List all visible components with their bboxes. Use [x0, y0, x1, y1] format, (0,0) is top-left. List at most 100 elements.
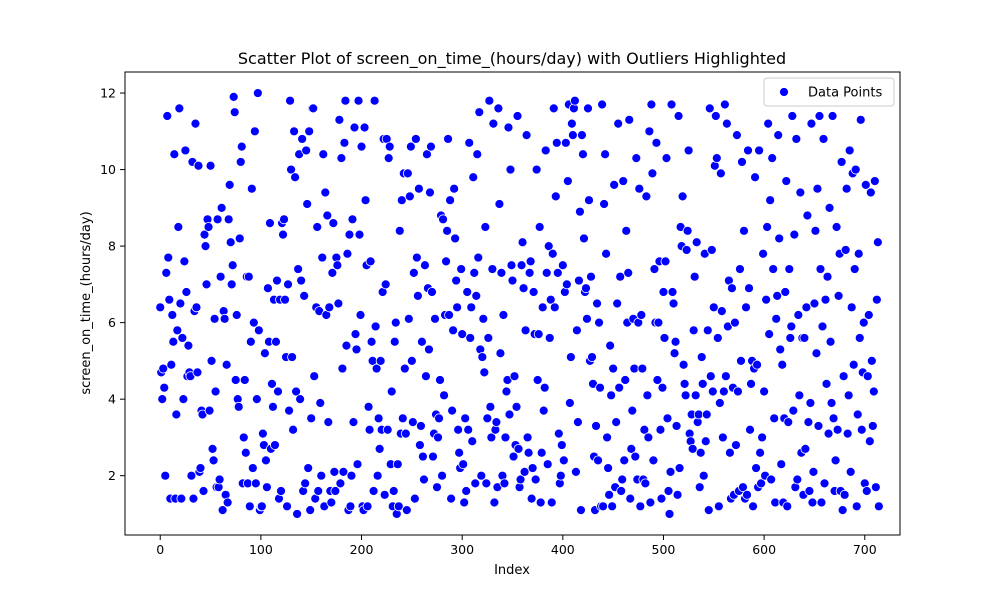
data-point — [286, 164, 296, 175]
data-point — [489, 497, 500, 508]
data-point — [472, 149, 483, 160]
data-point — [652, 375, 663, 385]
data-point — [517, 237, 528, 248]
data-point — [858, 317, 869, 328]
data-point — [169, 149, 180, 160]
data-point — [200, 241, 211, 252]
y-tick-label: 6 — [108, 315, 116, 330]
data-point — [235, 157, 246, 167]
data-point — [217, 505, 228, 516]
data-point — [295, 394, 306, 405]
data-point — [448, 325, 459, 336]
data-point — [262, 482, 272, 493]
data-point — [540, 145, 551, 156]
data-point — [192, 367, 203, 378]
data-point — [359, 122, 370, 133]
data-point — [198, 486, 209, 496]
data-point — [792, 474, 803, 485]
data-point — [346, 470, 357, 481]
data-point — [206, 355, 217, 366]
data-point — [821, 378, 832, 389]
data-point — [871, 294, 882, 305]
data-point — [635, 501, 646, 512]
data-point — [566, 118, 577, 129]
data-point — [718, 386, 729, 397]
data-point — [625, 493, 636, 504]
data-point — [795, 187, 806, 198]
data-point — [664, 509, 675, 519]
data-point — [823, 428, 834, 439]
data-point — [483, 333, 494, 343]
data-point — [491, 417, 502, 428]
data-point — [173, 222, 184, 232]
data-point — [468, 172, 479, 183]
data-point — [856, 424, 867, 435]
data-point — [561, 279, 572, 290]
data-point — [780, 287, 791, 297]
data-point — [353, 95, 364, 106]
data-point — [720, 371, 731, 382]
data-point — [372, 470, 383, 481]
data-point — [612, 298, 623, 309]
data-point — [435, 375, 445, 385]
data-point — [598, 501, 608, 512]
data-point — [160, 470, 171, 481]
data-point — [574, 275, 584, 286]
data-point — [390, 317, 401, 328]
data-point — [508, 451, 519, 462]
data-point — [682, 225, 693, 236]
data-point — [571, 466, 581, 477]
data-point — [210, 386, 221, 397]
data-point — [690, 390, 701, 401]
data-point — [721, 118, 732, 129]
data-point — [484, 95, 495, 106]
data-point — [332, 260, 343, 271]
data-point — [188, 493, 199, 504]
data-point — [493, 103, 504, 114]
data-point — [384, 141, 395, 152]
data-point — [441, 256, 451, 267]
data-point — [247, 463, 258, 473]
data-point — [506, 260, 517, 271]
data-point — [177, 333, 188, 343]
data-point — [291, 386, 302, 397]
data-point — [512, 111, 523, 121]
data-point — [863, 310, 874, 320]
data-point — [503, 122, 514, 133]
data-point — [549, 302, 560, 313]
data-point — [661, 153, 672, 164]
data-point — [575, 206, 585, 217]
data-point — [355, 310, 366, 320]
data-point — [737, 157, 747, 167]
data-point — [696, 352, 707, 362]
data-point — [267, 378, 277, 389]
data-point — [609, 179, 620, 190]
data-point — [805, 398, 816, 408]
data-point — [770, 497, 781, 508]
data-point — [411, 252, 422, 263]
data-point — [867, 421, 878, 431]
data-point — [207, 443, 218, 454]
data-point — [803, 417, 814, 428]
data-point — [688, 325, 699, 336]
data-point — [730, 317, 740, 328]
data-point — [419, 474, 429, 485]
data-point — [283, 279, 293, 290]
data-point — [848, 359, 859, 370]
data-point — [175, 298, 186, 309]
data-point — [481, 478, 492, 489]
data-point — [219, 313, 230, 324]
data-point — [324, 302, 335, 313]
data-point — [553, 428, 564, 439]
data-point — [640, 478, 651, 489]
x-tick-label: 400 — [551, 542, 575, 557]
data-point — [703, 505, 714, 516]
data-point — [214, 474, 225, 485]
data-point — [446, 493, 457, 504]
data-point — [371, 363, 382, 374]
data-point — [765, 195, 776, 206]
data-point — [621, 225, 632, 236]
data-point — [245, 336, 256, 347]
data-point — [679, 378, 690, 389]
